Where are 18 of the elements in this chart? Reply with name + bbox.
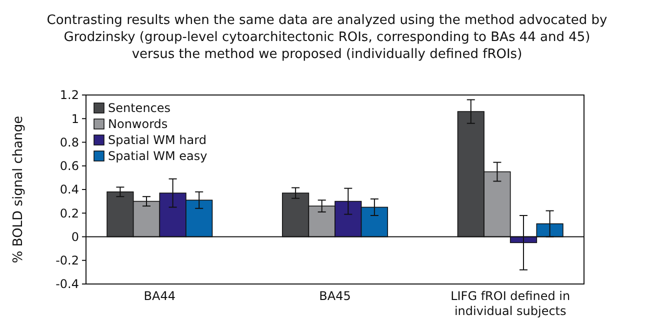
chart-title: Contrasting results when the same data are analyzed using the method advocated by Grodzinsky (group-level cytoarchitectonic ROIs, corresponding to BAs 44 and 45) versus the method we proposed (individually defined fROIs) [46,13,608,62]
y-tick-label: 0.4 [60,182,79,197]
y-tick-label: 0.8 [60,135,79,150]
x-tick-label: LIFG fROI defined in individual subjects [450,289,570,318]
legend-label: Spatial WM hard [108,133,206,148]
y-tick-label: 0.6 [60,159,79,174]
x-tick-label: BA44 [144,289,176,303]
y-tick-label: 0.2 [60,206,79,220]
legend-label: Nonwords [108,117,168,132]
y-tick-label: 1 [71,112,79,126]
legend-label: Sentences [108,101,171,116]
legend-label: Spatial WM easy [108,149,208,164]
y-tick-label: -0.4 [56,277,79,292]
y-axis-title: % BOLD signal change [11,116,26,264]
y-tick-label: 0 [71,230,79,244]
y-tick-label: -0.2 [56,254,79,268]
x-tick-label: BA45 [319,289,351,303]
y-tick-label: 1.2 [60,88,79,102]
